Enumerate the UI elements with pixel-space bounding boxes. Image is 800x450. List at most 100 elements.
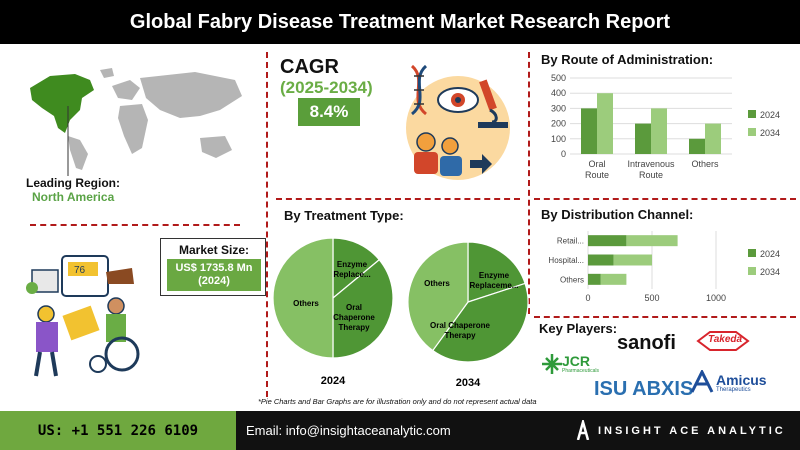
route-bar-1-1	[651, 108, 667, 154]
medical-illustration	[406, 64, 510, 180]
route-y-tick: 100	[551, 134, 566, 144]
route-bar-0-1	[635, 123, 651, 154]
divider-right-2	[534, 316, 796, 318]
dist-bar-0-1	[588, 254, 614, 266]
dist-bar-1-1	[613, 254, 652, 266]
route-x-tick: Route	[639, 170, 663, 180]
amicus-logo-icon	[690, 370, 714, 393]
pie-2024-slices-slice-2	[272, 237, 334, 359]
dist-legend-swatch-0	[748, 249, 756, 257]
pie-2034-slices-slice-2	[407, 241, 469, 352]
dist-x-tick: 500	[644, 293, 659, 303]
eye-icon	[437, 87, 479, 113]
divider-right	[528, 52, 530, 314]
route-bar-0-2	[689, 138, 705, 154]
footer-brand-text: INSIGHT ACE ANALYTIC	[598, 424, 786, 437]
dist-x-tick: 0	[585, 293, 590, 303]
route-bar-0-0	[581, 108, 597, 154]
route-legend-swatch-1	[748, 128, 756, 136]
footer-phone[interactable]: US: +1 551 226 6109	[0, 411, 236, 450]
dist-legend-label-1: 2034	[760, 267, 780, 277]
route-y-tick: 400	[551, 88, 566, 98]
route-legend-label-0: 2024	[760, 110, 780, 120]
dist-bar-0-2	[588, 273, 601, 285]
footer: US: +1 551 226 6109 Email: info@insighta…	[0, 411, 800, 450]
dist-y-tick: Hospital...	[548, 256, 584, 265]
doctor-patient-illustration: 76	[26, 255, 140, 377]
patients-icon	[414, 132, 492, 176]
svg-text:76: 76	[74, 265, 86, 276]
treatment-title: By Treatment Type:	[284, 208, 404, 223]
isu-abxis-logo: ISU ABXIS	[594, 378, 694, 400]
pie-2034-year: 2034	[456, 377, 481, 389]
route-x-tick: Others	[691, 159, 719, 169]
pie-2034	[407, 241, 529, 363]
pie-2024-label-enzyme: Enzyme Replace...	[333, 260, 370, 279]
page-title: Global Fabry Disease Treatment Market Re…	[0, 0, 800, 44]
footer-brand: INSIGHT ACE ANALYTIC	[564, 411, 800, 450]
route-title: By Route of Administration:	[541, 52, 714, 67]
route-y-tick: 0	[561, 149, 566, 159]
cagr-title: CAGR	[280, 56, 339, 78]
sanofi-logo: sanofi	[617, 332, 676, 354]
leading-region-value: North America	[32, 190, 115, 204]
pie-2024-year: 2024	[321, 375, 346, 387]
cagr-value: 8.4%	[298, 98, 360, 126]
distribution-chart: 0 500 1000 Retail... Hospital... Others 2024 20…	[548, 231, 780, 303]
dist-bar-1-0	[626, 235, 678, 247]
dist-bar-0-0	[588, 235, 627, 247]
route-legend-label-1: 2034	[760, 128, 780, 138]
dist-x-tick: 1000	[706, 293, 726, 303]
route-x-tick: Intravenous	[627, 159, 675, 169]
route-x-tick: Route	[585, 170, 609, 180]
footer-email[interactable]: Email: info@insightaceanalytic.com	[236, 411, 564, 450]
route-bar-1-2	[705, 123, 721, 154]
market-size-value: US$ 1735.8 Mn (2024)	[167, 259, 261, 291]
market-size-label: Market Size:	[178, 243, 250, 257]
pie-2024-slices-slice-0	[332, 237, 381, 300]
distribution-title: By Distribution Channel:	[541, 207, 694, 222]
pie-2024	[272, 237, 394, 359]
dna-icon	[410, 64, 428, 116]
divider-center	[276, 198, 520, 200]
pie-2034-label-oral: Oral Chaperone Therapy	[430, 321, 491, 340]
brand-logo-icon	[576, 420, 590, 440]
amicus-logo: Amicus	[716, 372, 767, 388]
jcr-subtitle: Pharmaceuticals	[562, 368, 599, 374]
divider-right-1	[534, 198, 796, 200]
dist-legend-swatch-1	[748, 267, 756, 275]
pie-2024-label-others: Others	[293, 299, 319, 308]
pie-2034-slices-slice-0	[467, 241, 526, 303]
amicus-subtitle: Therapeutics	[716, 387, 751, 393]
pie-2034-label-enzyme: Enzyme Replaceme...	[470, 271, 519, 290]
route-x-tick: Oral	[588, 159, 605, 169]
leading-region-label: Leading Region:	[26, 176, 120, 190]
takeda-logo-icon	[696, 331, 750, 351]
route-y-tick: 300	[551, 103, 566, 113]
route-legend-swatch-0	[748, 110, 756, 118]
pie-2024-slices-slice-1	[332, 258, 394, 359]
route-bar-1-0	[597, 93, 613, 154]
dist-y-tick: Retail...	[557, 237, 584, 246]
disclaimer: *Pie Charts and Bar Graphs are for illus…	[258, 397, 537, 406]
dist-legend-label-0: 2024	[760, 249, 780, 259]
divider-left	[266, 52, 268, 397]
dist-bar-1-2	[600, 273, 627, 285]
pie-2034-slices-slice-1	[431, 282, 529, 363]
jcr-logo: JCR	[562, 353, 591, 369]
key-players-title: Key Players:	[539, 321, 618, 336]
market-size-amount: US$ 1735.8 Mn	[175, 262, 253, 274]
jcr-logo-icon	[542, 354, 562, 374]
market-size-card: Market Size: US$ 1735.8 Mn (2024)	[160, 238, 266, 296]
pie-2034-label-others: Others	[424, 279, 450, 288]
pie-2024-label-oral: Oral Chaperone Therapy	[333, 303, 375, 332]
cagr-years: (2025-2034)	[280, 78, 373, 97]
divider-left-1	[30, 224, 240, 226]
treatment-pies: Enzyme Replace... Oral Chaperone Therapy Ot…	[272, 237, 529, 389]
market-size-year: (2024)	[198, 275, 230, 287]
world-map-icon	[30, 68, 242, 176]
dist-y-tick: Others	[560, 275, 584, 284]
takeda-logo: Takeda	[708, 334, 743, 345]
route-y-tick: 200	[551, 119, 566, 129]
microscope-icon	[478, 79, 508, 128]
